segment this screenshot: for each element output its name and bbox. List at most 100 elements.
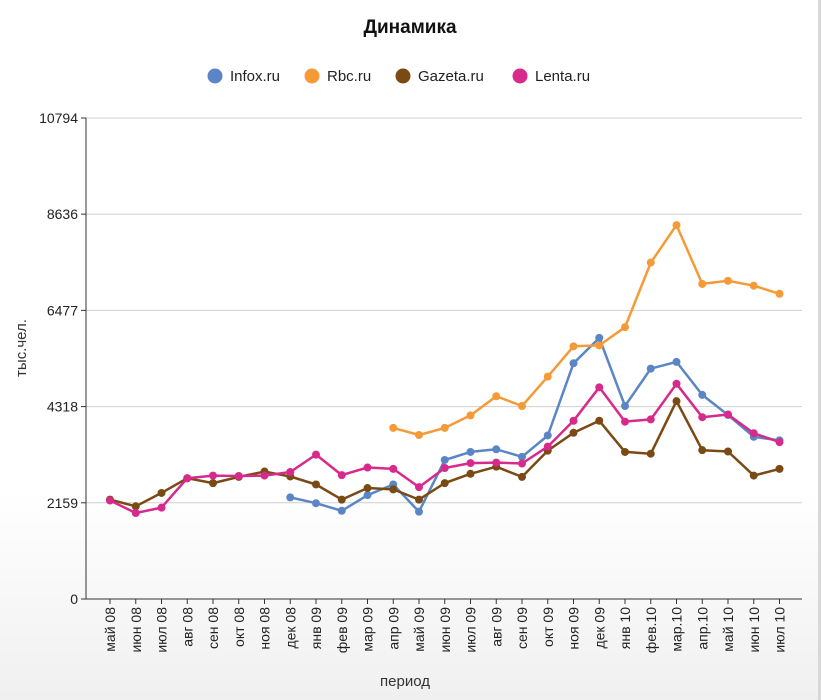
legend: Infox.ru Rbc.ru Gazeta.ru Lenta.ru (207, 68, 590, 85)
x-tick-label: ноя 09 (566, 607, 582, 650)
data-point (260, 471, 269, 480)
y-tick-label: 10794 (39, 110, 78, 126)
data-point (415, 495, 423, 504)
x-tick-label: июл 08 (154, 607, 170, 653)
data-point (286, 467, 295, 476)
data-point (337, 471, 346, 480)
legend-label: Rbc.ru (327, 68, 371, 85)
series-line (109, 399, 780, 508)
data-point (363, 491, 372, 500)
data-point (440, 463, 449, 472)
data-point (749, 281, 758, 290)
data-point (312, 480, 320, 489)
x-tick-label: янв 09 (308, 607, 324, 649)
data-point (569, 342, 578, 351)
data-point (724, 410, 732, 419)
data-point (440, 423, 449, 432)
data-point (698, 413, 707, 422)
x-tick-label: июн 08 (128, 607, 144, 653)
legend-item: Gazeta.ru (395, 68, 484, 85)
data-point (724, 447, 732, 456)
data-point (466, 447, 475, 456)
data-point (646, 449, 655, 458)
data-point (209, 479, 217, 488)
x-tick-label: дек 08 (282, 607, 298, 649)
series-line (290, 336, 780, 513)
x-tick-label: июн 10 (746, 607, 762, 653)
legend-label: Infox.ru (230, 68, 280, 85)
data-point (672, 379, 681, 388)
x-tick-label: фев 09 (334, 607, 350, 653)
data-point (698, 390, 707, 399)
data-point (672, 357, 681, 366)
x-tick-label: авг 09 (488, 607, 504, 647)
data-point (595, 333, 604, 342)
data-point (466, 459, 475, 468)
legend-marker (304, 68, 320, 84)
data-point (157, 503, 166, 512)
legend-marker (395, 68, 411, 84)
legend-label: Lenta.ru (535, 68, 590, 85)
data-point (131, 502, 140, 511)
legend-marker (512, 68, 528, 84)
data-point (389, 464, 398, 473)
data-point (543, 442, 552, 451)
x-tick-label: сен 08 (205, 607, 221, 649)
data-point (209, 471, 217, 480)
data-point (698, 279, 707, 288)
data-point (646, 415, 655, 424)
data-point (672, 397, 681, 406)
y-tick-label: 0 (70, 591, 78, 607)
series-lenta-ru (106, 379, 784, 517)
data-point (569, 428, 578, 437)
data-point (775, 464, 784, 473)
data-point (595, 416, 604, 425)
data-point (621, 417, 629, 426)
x-tick-label: янв 10 (617, 607, 633, 649)
y-axis: 0 2159 4318 6477 8636 10794 (39, 110, 87, 607)
legend-item: Rbc.ru (304, 68, 371, 85)
series-layer (106, 221, 784, 517)
data-point (363, 463, 372, 472)
data-point (775, 438, 784, 447)
data-point (312, 499, 320, 508)
data-point (518, 472, 526, 481)
series-rbc-ru (389, 221, 784, 440)
data-point (775, 289, 784, 298)
data-point (492, 458, 501, 467)
y-axis-label: тыс.чел. (13, 319, 30, 377)
data-point (518, 402, 526, 411)
data-point (466, 411, 475, 420)
data-point (312, 450, 320, 459)
data-point (466, 469, 475, 478)
legend-item: Infox.ru (207, 68, 280, 85)
series-gazeta-ru (106, 397, 784, 511)
x-tick-label: июл 09 (463, 607, 479, 653)
x-tick-label: июн 09 (437, 607, 453, 653)
x-tick-label: апр.10 (694, 607, 710, 650)
x-tick-label: мар.10 (669, 607, 685, 652)
x-tick-label: мар 09 (360, 607, 376, 652)
legend-label: Gazeta.ru (418, 68, 484, 85)
data-point (621, 447, 629, 456)
data-point (698, 446, 707, 455)
x-tick-label: окт 08 (231, 607, 247, 647)
x-tick-label: май 08 (102, 607, 118, 652)
x-tick-label: авг 08 (179, 607, 195, 647)
series-line (392, 223, 780, 437)
y-tick-label: 8636 (47, 206, 78, 222)
x-axis: май 08 июн 08 июл 08 авг 08 сен 08 окт 08 ноя … (86, 598, 802, 653)
x-tick-label: фев.10 (643, 607, 659, 653)
data-point (389, 423, 398, 432)
data-point (595, 341, 604, 350)
x-tick-label: сен 09 (514, 607, 530, 649)
data-point (286, 493, 295, 502)
data-point (183, 474, 192, 483)
data-point (569, 416, 578, 425)
data-point (646, 364, 655, 373)
x-tick-label: май 09 (411, 607, 427, 652)
data-point (569, 359, 578, 368)
data-point (415, 483, 423, 492)
